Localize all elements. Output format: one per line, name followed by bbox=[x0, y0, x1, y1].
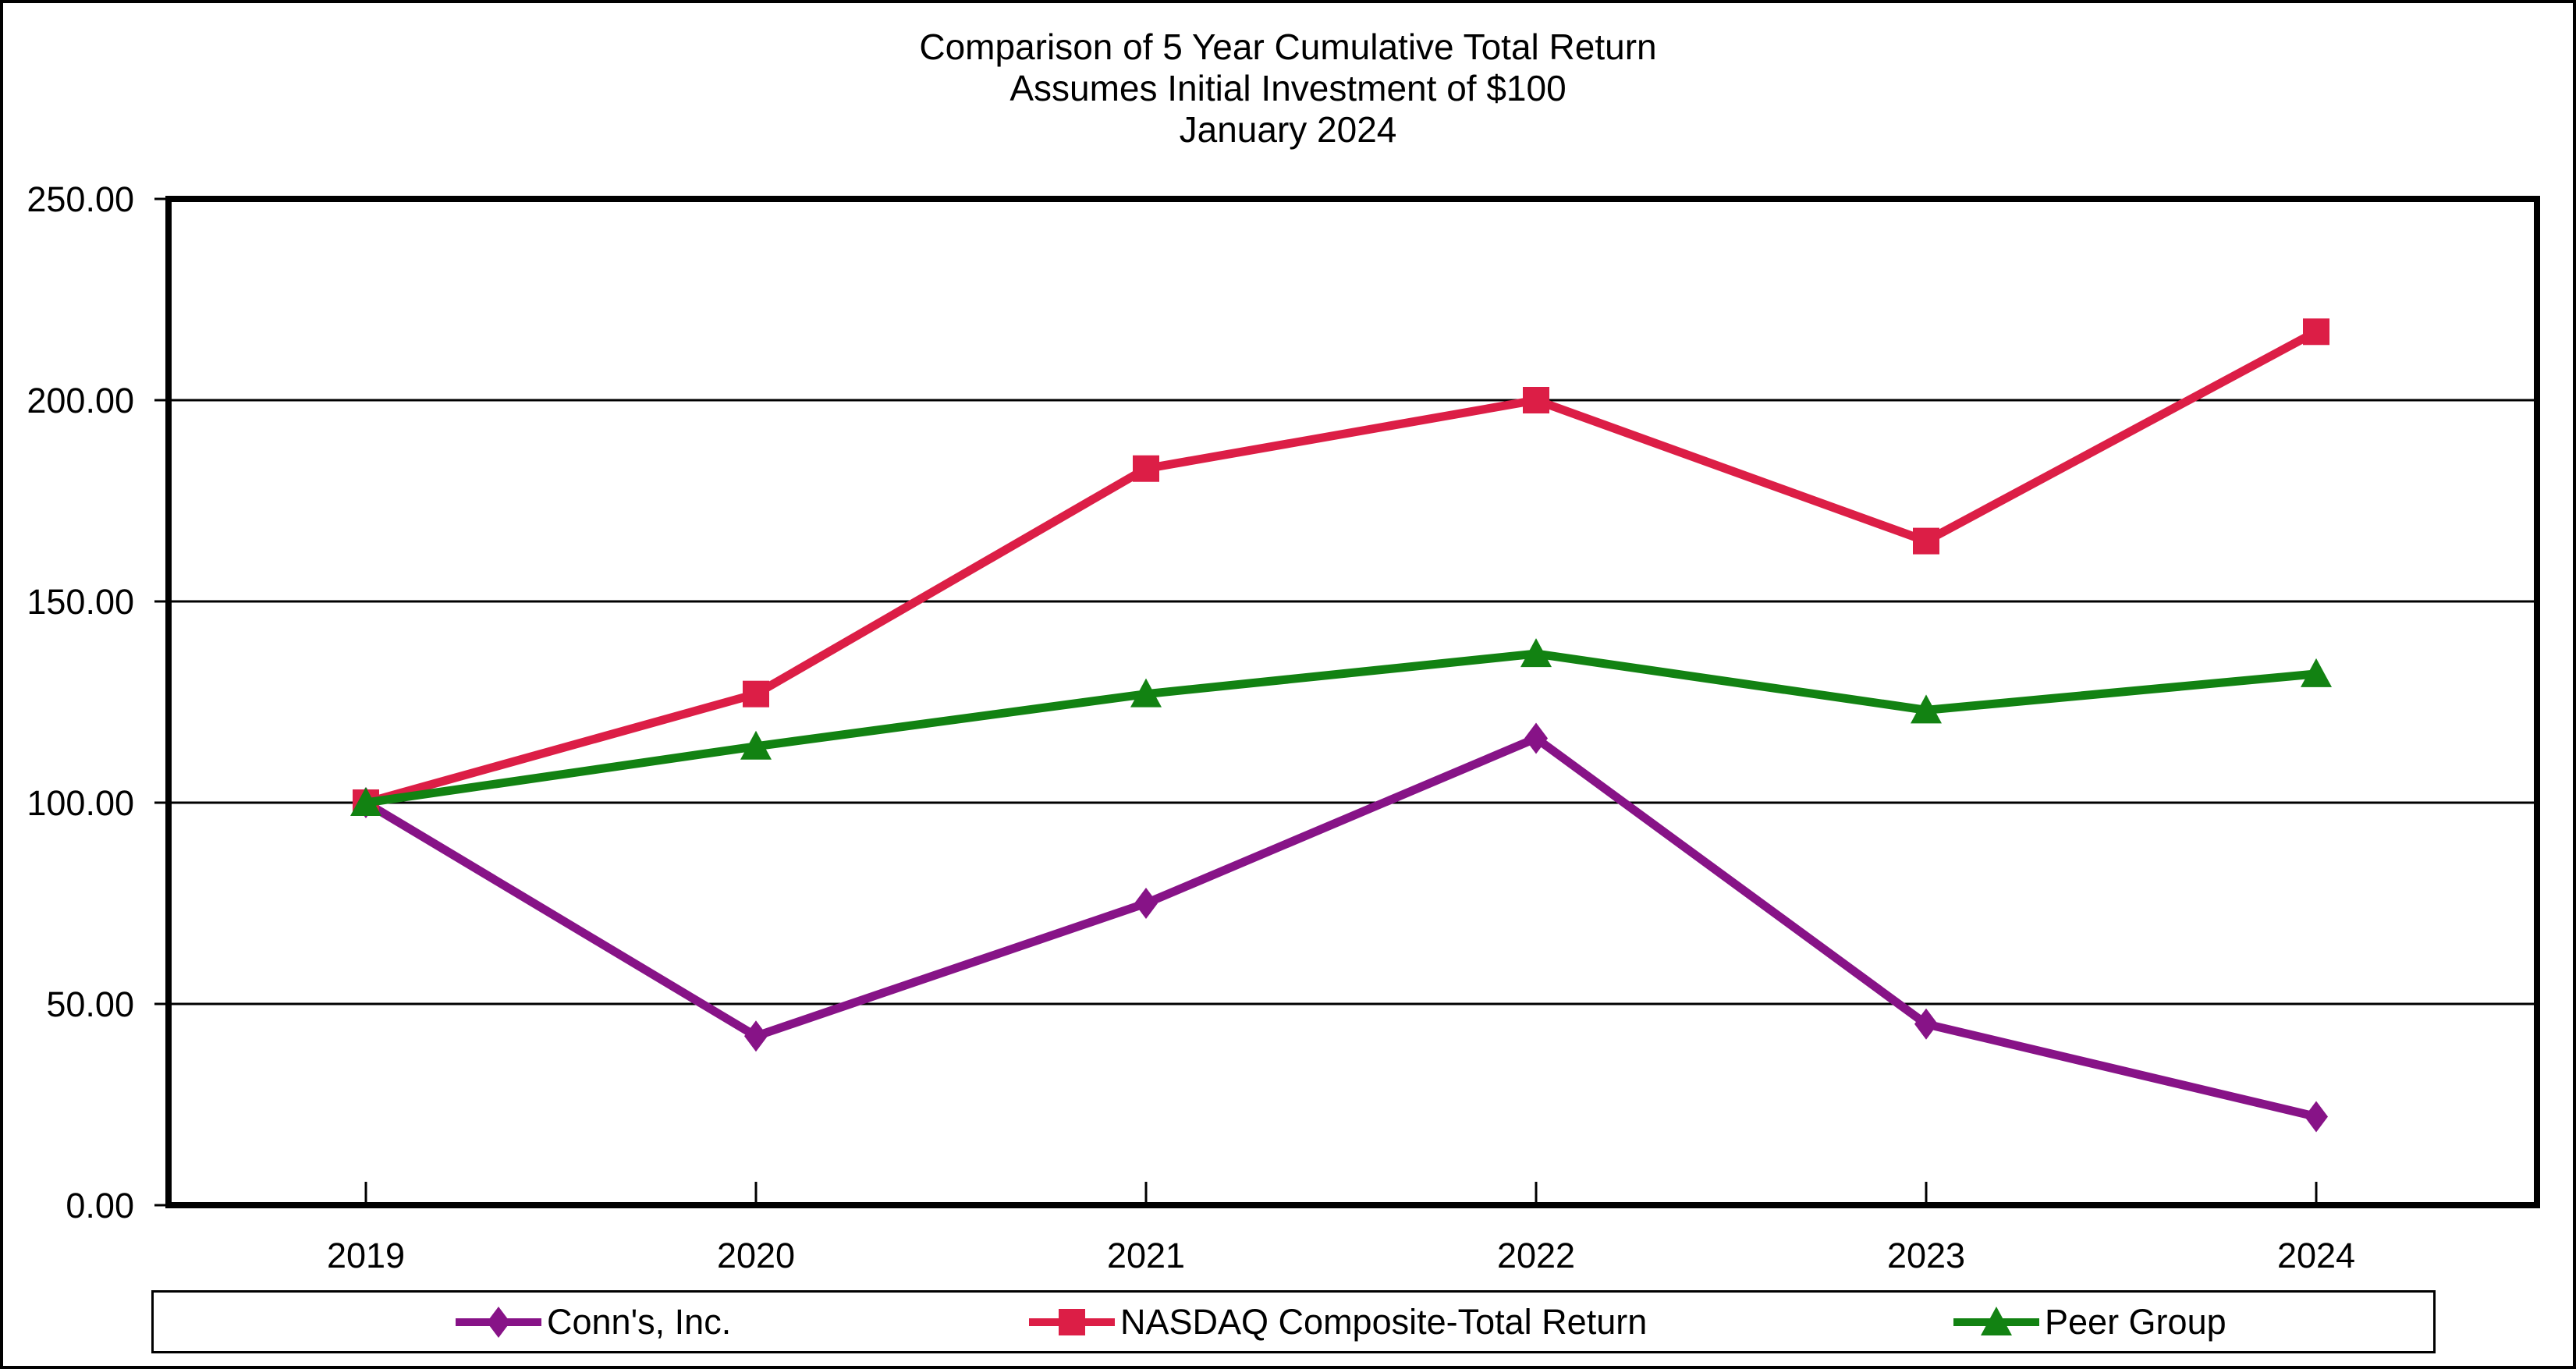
x-axis-label: 2020 bbox=[717, 1236, 795, 1275]
data-point-marker bbox=[743, 680, 769, 708]
data-point-marker bbox=[1524, 722, 1548, 754]
data-point-marker bbox=[1911, 694, 1942, 724]
y-axis-label: 50.00 bbox=[46, 984, 134, 1024]
data-point-marker bbox=[1523, 387, 1549, 413]
legend-marker-shape bbox=[487, 1306, 510, 1338]
legend-item-peer-group: Peer Group bbox=[1950, 1293, 2227, 1351]
data-point-marker bbox=[1914, 1008, 1938, 1040]
chart-legend: Conn's, Inc. NASDAQ Composite-Total Retu… bbox=[151, 1290, 2436, 1353]
data-point-marker bbox=[1133, 455, 1159, 482]
data-point-marker bbox=[1130, 678, 1162, 708]
data-point-marker bbox=[2303, 318, 2329, 346]
series-line-0 bbox=[364, 733, 2318, 1121]
chart-title-line1: Comparison of 5 Year Cumulative Total Re… bbox=[919, 27, 1657, 67]
data-point-marker bbox=[350, 787, 381, 816]
data-point-marker bbox=[744, 1020, 768, 1052]
plot-border bbox=[165, 196, 2540, 1208]
data-point-marker bbox=[1520, 638, 1552, 668]
x-axis-label: 2021 bbox=[1107, 1236, 1185, 1275]
legend-triangle-marker-icon bbox=[1953, 1306, 2039, 1335]
legend-item-conns: Conn's, Inc. bbox=[452, 1293, 731, 1351]
y-axis-label: 100.00 bbox=[27, 783, 134, 823]
series-line-1 bbox=[364, 328, 2319, 807]
legend-label-nasdaq: NASDAQ Composite-Total Return bbox=[1120, 1301, 1648, 1342]
chart-title-line3: January 2024 bbox=[1179, 109, 1397, 150]
data-point-marker bbox=[2301, 658, 2332, 687]
y-axis-label: 150.00 bbox=[27, 582, 134, 622]
data-point-marker bbox=[740, 730, 772, 760]
chart-plot-area: 0.00 50.00 100.00 150.00 200.00 250.00 2019 202… bbox=[27, 179, 2540, 1275]
data-point-marker bbox=[2305, 1101, 2328, 1133]
legend-marker-shape bbox=[1059, 1308, 1085, 1335]
y-axis-label: 200.00 bbox=[27, 381, 134, 420]
legend-square-marker-icon bbox=[1029, 1308, 1115, 1335]
x-axis-label: 2019 bbox=[327, 1236, 405, 1275]
x-axis-label: 2022 bbox=[1497, 1236, 1575, 1275]
legend-diamond-marker-icon bbox=[456, 1306, 541, 1338]
legend-marker-shape bbox=[1981, 1306, 2012, 1335]
legend-label-conns: Conn's, Inc. bbox=[547, 1301, 732, 1342]
data-point-marker bbox=[1913, 527, 1939, 555]
y-axis-label: 0.00 bbox=[66, 1186, 134, 1225]
x-axis-label: 2023 bbox=[1887, 1236, 1965, 1275]
chart-title-line2: Assumes Initial Investment of $100 bbox=[1009, 68, 1567, 108]
y-axis-label: 250.00 bbox=[27, 179, 134, 219]
chart-title: Comparison of 5 Year Cumulative Total Re… bbox=[3, 27, 2573, 151]
legend-item-nasdaq: NASDAQ Composite-Total Return bbox=[1025, 1293, 1647, 1351]
data-point-marker bbox=[1134, 888, 1158, 919]
series-line-2 bbox=[365, 649, 2317, 807]
legend-label-peer-group: Peer Group bbox=[2045, 1301, 2227, 1342]
x-axis-label: 2024 bbox=[2277, 1236, 2355, 1275]
